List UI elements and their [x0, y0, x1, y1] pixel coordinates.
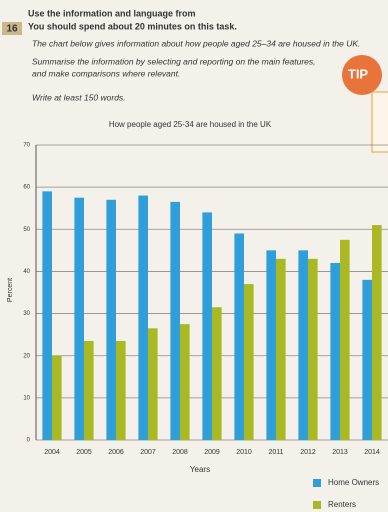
prompt: and make comparisons where relevant. [32, 68, 180, 78]
chart-title: How people aged 25-34 are housed in the … [109, 120, 272, 129]
y-tick-label: 0 [27, 438, 31, 444]
instruction: Use the information and language from [28, 8, 196, 18]
bar [362, 279, 372, 440]
bar [308, 258, 318, 440]
x-tick-label: 2005 [76, 449, 92, 456]
bar [116, 340, 126, 440]
x-tick-label: 2014 [364, 449, 380, 456]
y-tick-label: 10 [23, 395, 30, 401]
task-number: 16 [6, 24, 18, 35]
bar [276, 258, 286, 440]
bar [42, 191, 52, 440]
bar [212, 307, 222, 440]
y-tick-label: 70 [23, 143, 30, 149]
bar [148, 328, 158, 440]
legend-swatch [313, 479, 321, 487]
bar [266, 250, 276, 440]
x-tick-label: 2010 [236, 449, 252, 456]
bar [170, 201, 180, 440]
bar [372, 225, 382, 440]
prompt: Write at least 150 words. [32, 92, 126, 102]
bar [138, 195, 148, 440]
tip-badge [342, 55, 382, 95]
x-tick-label: 2006 [108, 449, 124, 456]
y-tick-label: 50 [23, 227, 30, 233]
legend-label: Renters [328, 500, 356, 509]
x-tick-label: 2013 [332, 449, 348, 456]
bar [340, 239, 350, 440]
bar [84, 340, 94, 440]
bar [202, 212, 212, 440]
x-tick-label: 2007 [140, 449, 156, 456]
bar [298, 250, 308, 440]
task-badge [2, 22, 22, 35]
prompt: The chart below gives information about … [32, 38, 360, 48]
bar [52, 355, 62, 440]
x-axis-label: Years [190, 465, 210, 474]
bar [74, 197, 84, 440]
x-tick-label: 2004 [44, 449, 60, 456]
y-tick-label: 40 [23, 269, 30, 275]
bar [330, 263, 340, 440]
legend-swatch [313, 501, 321, 509]
bar [244, 284, 254, 440]
tip-label: TIP [348, 66, 369, 81]
x-tick-label: 2008 [172, 449, 188, 456]
y-axis-label: Percent [7, 278, 14, 302]
x-tick-label: 2011 [268, 449, 283, 456]
y-tick-label: 60 [23, 185, 30, 191]
x-tick-label: 2012 [300, 449, 316, 456]
bar [180, 324, 190, 440]
legend-label: Home Owners [328, 478, 379, 487]
bar [106, 199, 116, 440]
instruction: You should spend about 20 minutes on thi… [28, 21, 237, 31]
y-tick-label: 30 [23, 311, 30, 317]
y-tick-label: 20 [23, 353, 30, 359]
x-tick-label: 2009 [204, 449, 220, 456]
bar [234, 233, 244, 440]
tip-box [371, 91, 388, 153]
prompt: Summarise the information by selecting a… [32, 56, 315, 66]
